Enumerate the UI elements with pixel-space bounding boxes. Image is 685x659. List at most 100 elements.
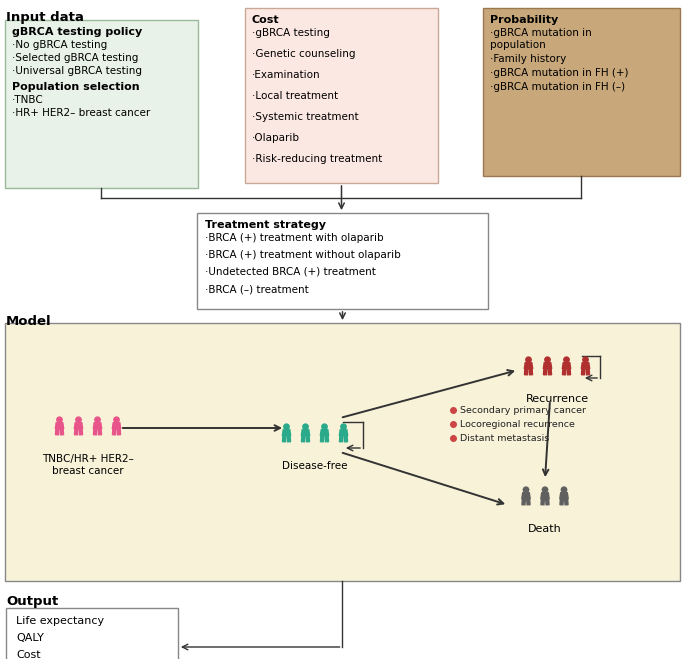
Circle shape xyxy=(114,417,119,422)
Polygon shape xyxy=(74,423,83,429)
Bar xyxy=(5,323,680,581)
Text: ·gBRCA mutation in FH (+): ·gBRCA mutation in FH (+) xyxy=(490,68,629,78)
Bar xyxy=(197,213,488,309)
Polygon shape xyxy=(582,369,585,375)
Circle shape xyxy=(284,424,289,430)
Polygon shape xyxy=(287,436,290,442)
Polygon shape xyxy=(562,362,571,369)
Bar xyxy=(5,20,198,188)
Polygon shape xyxy=(98,429,101,435)
Polygon shape xyxy=(344,436,347,442)
Bar xyxy=(6,608,178,659)
Polygon shape xyxy=(321,430,329,436)
Polygon shape xyxy=(548,369,551,375)
Polygon shape xyxy=(522,499,525,505)
Text: Recurrence: Recurrence xyxy=(525,394,588,404)
Text: TNBC/HR+ HER2–: TNBC/HR+ HER2– xyxy=(42,454,134,464)
Polygon shape xyxy=(282,430,290,436)
Polygon shape xyxy=(540,493,549,499)
Polygon shape xyxy=(562,369,566,375)
Circle shape xyxy=(303,424,308,430)
Polygon shape xyxy=(586,369,590,375)
Circle shape xyxy=(561,487,566,492)
Text: ·TNBC: ·TNBC xyxy=(12,95,44,105)
Text: Secondary primary cancer: Secondary primary cancer xyxy=(460,406,586,415)
Polygon shape xyxy=(306,436,310,442)
Polygon shape xyxy=(525,369,528,375)
Polygon shape xyxy=(321,436,324,442)
Polygon shape xyxy=(55,423,64,429)
Text: Input data: Input data xyxy=(6,11,84,24)
Text: Locoregional recurrence: Locoregional recurrence xyxy=(460,420,575,429)
Text: gBRCA testing policy: gBRCA testing policy xyxy=(12,27,142,37)
Text: Cost: Cost xyxy=(252,15,279,25)
Text: ·HR+ HER2– breast cancer: ·HR+ HER2– breast cancer xyxy=(12,108,150,118)
Text: ·Systemic treatment: ·Systemic treatment xyxy=(252,112,359,122)
Text: QALY: QALY xyxy=(16,633,44,643)
Polygon shape xyxy=(582,362,590,369)
Polygon shape xyxy=(301,430,310,436)
Text: ·BRCA (–) treatment: ·BRCA (–) treatment xyxy=(205,284,309,294)
Text: Distant metastasis: Distant metastasis xyxy=(460,434,549,443)
Polygon shape xyxy=(340,436,343,442)
Circle shape xyxy=(526,357,531,362)
Text: ·Olaparib: ·Olaparib xyxy=(252,133,300,143)
Polygon shape xyxy=(117,429,121,435)
Polygon shape xyxy=(60,429,64,435)
Text: ·Family history: ·Family history xyxy=(490,54,566,64)
Text: Disease-free: Disease-free xyxy=(282,461,348,471)
Polygon shape xyxy=(543,369,547,375)
Text: ·Selected gBRCA testing: ·Selected gBRCA testing xyxy=(12,53,138,63)
Polygon shape xyxy=(301,436,305,442)
Text: ·BRCA (+) treatment with olaparib: ·BRCA (+) treatment with olaparib xyxy=(205,233,384,243)
Text: ·Local treatment: ·Local treatment xyxy=(252,91,338,101)
Text: ·Universal gBRCA testing: ·Universal gBRCA testing xyxy=(12,66,142,76)
Text: ·Undetected BRCA (+) treatment: ·Undetected BRCA (+) treatment xyxy=(205,267,376,277)
Circle shape xyxy=(95,417,100,422)
Bar xyxy=(483,8,680,176)
Text: ·gBRCA mutation in: ·gBRCA mutation in xyxy=(490,28,592,38)
Circle shape xyxy=(545,357,550,362)
Circle shape xyxy=(583,357,588,362)
Polygon shape xyxy=(55,429,59,435)
Circle shape xyxy=(322,424,327,430)
Polygon shape xyxy=(112,423,121,429)
Text: ·No gBRCA testing: ·No gBRCA testing xyxy=(12,40,108,50)
Polygon shape xyxy=(524,362,533,369)
Bar xyxy=(245,8,438,183)
Polygon shape xyxy=(522,493,530,499)
Circle shape xyxy=(564,357,569,362)
Text: ·gBRCA mutation in FH (–): ·gBRCA mutation in FH (–) xyxy=(490,82,625,92)
Text: Cost: Cost xyxy=(16,650,40,659)
Text: ·gBRCA testing: ·gBRCA testing xyxy=(252,28,330,38)
Circle shape xyxy=(341,424,346,430)
Text: ·BRCA (+) treatment without olaparib: ·BRCA (+) treatment without olaparib xyxy=(205,250,401,260)
Text: Output: Output xyxy=(6,595,58,608)
Polygon shape xyxy=(282,436,286,442)
Polygon shape xyxy=(541,499,545,505)
Circle shape xyxy=(543,487,548,492)
Circle shape xyxy=(76,417,82,422)
Polygon shape xyxy=(75,429,78,435)
Polygon shape xyxy=(79,429,83,435)
Text: ·Risk-reducing treatment: ·Risk-reducing treatment xyxy=(252,154,382,164)
Text: ·Examination: ·Examination xyxy=(252,70,321,80)
Polygon shape xyxy=(93,423,101,429)
Circle shape xyxy=(523,487,529,492)
Polygon shape xyxy=(529,369,532,375)
Polygon shape xyxy=(325,436,329,442)
Text: ·Genetic counseling: ·Genetic counseling xyxy=(252,49,356,59)
Text: Life expectancy: Life expectancy xyxy=(16,616,104,626)
Text: Population selection: Population selection xyxy=(12,82,140,92)
Text: breast cancer: breast cancer xyxy=(52,466,124,476)
Polygon shape xyxy=(543,362,551,369)
Polygon shape xyxy=(93,429,97,435)
Text: Treatment strategy: Treatment strategy xyxy=(205,220,326,230)
Polygon shape xyxy=(112,429,116,435)
Text: Death: Death xyxy=(528,524,562,534)
Polygon shape xyxy=(567,369,571,375)
Polygon shape xyxy=(564,499,568,505)
Polygon shape xyxy=(560,499,563,505)
Circle shape xyxy=(57,417,62,422)
Text: Model: Model xyxy=(6,315,51,328)
